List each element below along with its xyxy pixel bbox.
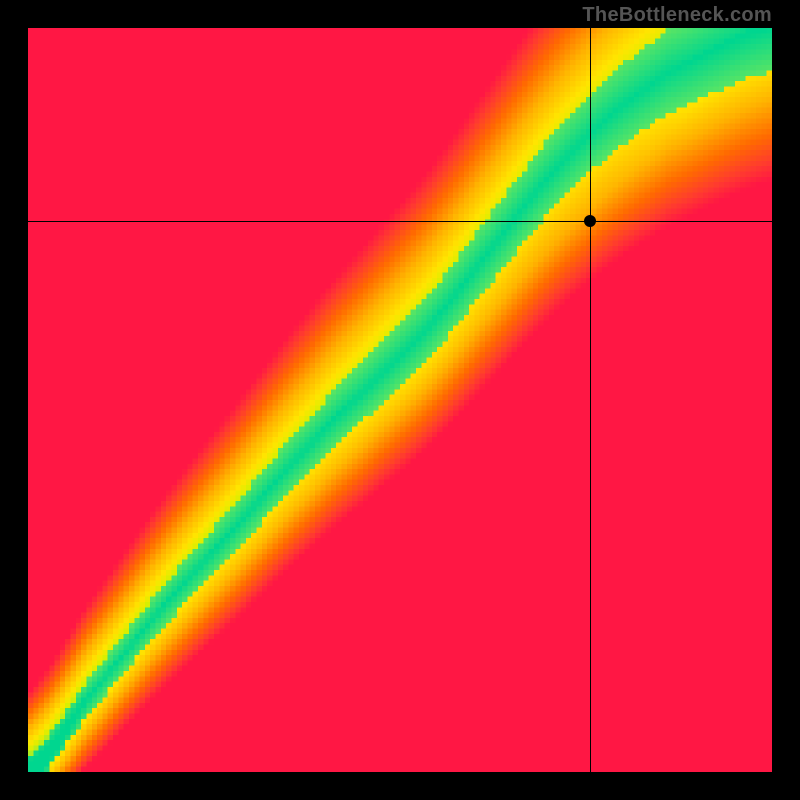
- heatmap-plot: [28, 28, 772, 772]
- heatmap-canvas: [28, 28, 772, 772]
- crosshair-horizontal: [28, 221, 772, 222]
- watermark-text: TheBottleneck.com: [582, 4, 772, 27]
- crosshair-marker[interactable]: [584, 215, 596, 227]
- crosshair-vertical: [590, 28, 591, 772]
